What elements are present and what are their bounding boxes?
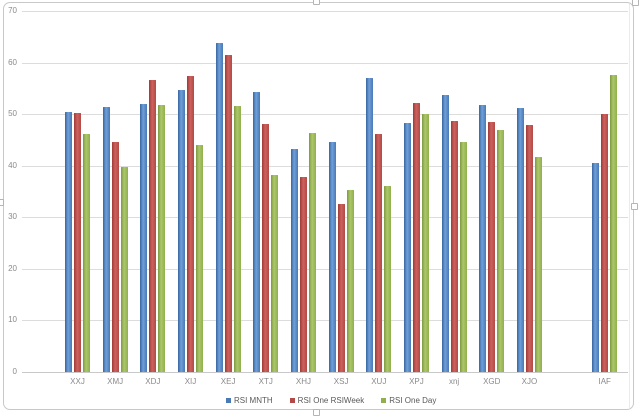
bar-rsi-mnth-XDJ	[140, 104, 148, 372]
bar-rsi-one-day-xnj	[459, 142, 467, 372]
gridline-y-50	[22, 114, 628, 116]
x-axis-label-XDJ: XDJ	[145, 377, 161, 386]
bar-rsi-one-day-XTJ	[271, 174, 279, 372]
bar-rsi-one-rsiweek-XUJ	[375, 133, 383, 372]
bar-rsi-one-day-XPJ	[421, 114, 429, 372]
x-axis-label-XMJ: XMJ	[107, 377, 124, 386]
bar-rsi-one-day-XJO	[534, 156, 542, 372]
x-axis-label-XUJ: XUJ	[371, 377, 387, 386]
bar-rsi-mnth-XUJ	[366, 77, 374, 372]
resize-handle-top-center[interactable]	[313, 0, 320, 5]
gridline-y-10	[22, 320, 628, 322]
x-axis-label-XEJ: XEJ	[220, 377, 236, 386]
bar-rsi-one-day-XMJ	[120, 166, 128, 372]
bar-rsi-one-day-IAF	[610, 74, 618, 372]
resize-handle-top-right[interactable]	[632, 0, 639, 6]
x-axis-label-xnj: xnj	[448, 377, 460, 386]
legend-label: RSI One RSIWeek	[297, 396, 365, 405]
bar-rsi-mnth-XSJ	[328, 142, 336, 372]
bar-rsi-mnth-XIJ	[177, 89, 185, 372]
bar-rsi-one-rsiweek-XTJ	[262, 124, 270, 372]
gridline-y-20	[22, 268, 628, 270]
bar-rsi-one-rsiweek-XXJ	[74, 112, 81, 372]
legend-item: RSI MNTH	[226, 396, 273, 405]
bar-rsi-one-rsiweek-XGD	[488, 121, 496, 372]
bar-rsi-one-rsiweek-IAF	[601, 114, 609, 372]
y-axis-tick-label: 10	[8, 315, 17, 325]
y-axis-tick-label: 70	[8, 6, 17, 16]
bar-rsi-one-rsiweek-XEJ	[224, 55, 232, 372]
gridline-y-40	[22, 165, 628, 167]
bar-rsi-mnth-XHJ	[290, 149, 298, 372]
legend-label: RSI One Day	[389, 396, 437, 405]
gridline-y-60	[22, 62, 628, 64]
x-axis-label-XPJ: XPJ	[409, 377, 424, 386]
bar-rsi-one-day-XEJ	[233, 105, 241, 372]
bar-rsi-one-day-XIJ	[195, 144, 203, 372]
resize-handle-bottom-center[interactable]	[313, 409, 320, 416]
bar-rsi-mnth-XJO	[516, 107, 524, 372]
x-axis-label-XHJ: XHJ	[295, 377, 312, 386]
chart-inner-edge-line	[629, 4, 630, 408]
bar-rsi-mnth-XXJ	[65, 112, 72, 372]
bar-rsi-one-day-XUJ	[384, 186, 392, 372]
bar-rsi-one-rsiweek-XMJ	[111, 141, 119, 372]
bar-rsi-one-rsiweek-XDJ	[149, 80, 157, 372]
legend: RSI MNTH RSI One RSIWeek RSI One Day	[226, 396, 436, 405]
x-axis-label-XIJ: XIJ	[184, 377, 197, 386]
y-axis-tick-label: 30	[8, 212, 17, 222]
x-axis-label-XXJ: XXJ	[70, 377, 85, 386]
bar-rsi-one-rsiweek-XSJ	[337, 204, 345, 372]
gridline-y-30	[22, 217, 628, 219]
legend-item: RSI One RSIWeek	[289, 396, 365, 405]
bar-rsi-mnth-XPJ	[403, 123, 411, 372]
y-axis-tick-label: 40	[8, 160, 17, 170]
bar-rsi-one-day-XXJ	[83, 133, 90, 372]
bar-rsi-mnth-XGD	[479, 105, 487, 372]
resize-handle-left-center[interactable]	[0, 199, 4, 206]
bar-rsi-one-rsiweek-XHJ	[299, 176, 307, 372]
x-axis-label-IAF: IAF	[598, 377, 611, 386]
resize-handle-right-center[interactable]	[631, 203, 638, 210]
x-axis-label-XTJ: XTJ	[258, 377, 273, 386]
bar-rsi-one-day-XGD	[497, 130, 505, 372]
legend-item: RSI One Day	[381, 396, 436, 405]
bar-rsi-one-day-XDJ	[158, 105, 166, 372]
x-axis-label-XJO: XJO	[521, 377, 538, 386]
x-axis-label-XSJ: XSJ	[333, 377, 349, 386]
legend-label: RSI MNTH	[234, 396, 273, 405]
bar-rsi-one-rsiweek-XPJ	[412, 103, 420, 372]
bar-rsi-one-rsiweek-xnj	[450, 120, 458, 372]
bar-rsi-mnth-XMJ	[102, 106, 110, 372]
y-axis-tick-label: 60	[8, 57, 17, 67]
bar-rsi-one-day-XHJ	[308, 132, 316, 372]
legend-swatch-icon	[289, 398, 295, 403]
x-axis-label-XGD: XGD	[483, 377, 501, 386]
bar-rsi-mnth-xnj	[441, 94, 449, 372]
y-axis-tick-label: 0	[12, 367, 17, 376]
y-axis-tick-label: 20	[8, 263, 17, 273]
y-axis-tick-label: 50	[8, 109, 17, 119]
bar-rsi-mnth-XTJ	[253, 91, 261, 372]
legend-swatch-icon	[381, 398, 387, 403]
bar-rsi-one-day-XSJ	[346, 190, 354, 372]
legend-swatch-icon	[226, 398, 231, 403]
bar-rsi-mnth-XEJ	[215, 43, 223, 372]
gridline-y-70	[22, 11, 628, 13]
bar-rsi-mnth-IAF	[592, 163, 600, 372]
bar-rsi-one-rsiweek-XIJ	[186, 76, 194, 372]
gridline-y-0	[22, 372, 628, 373]
bar-rsi-one-rsiweek-XJO	[525, 125, 533, 372]
